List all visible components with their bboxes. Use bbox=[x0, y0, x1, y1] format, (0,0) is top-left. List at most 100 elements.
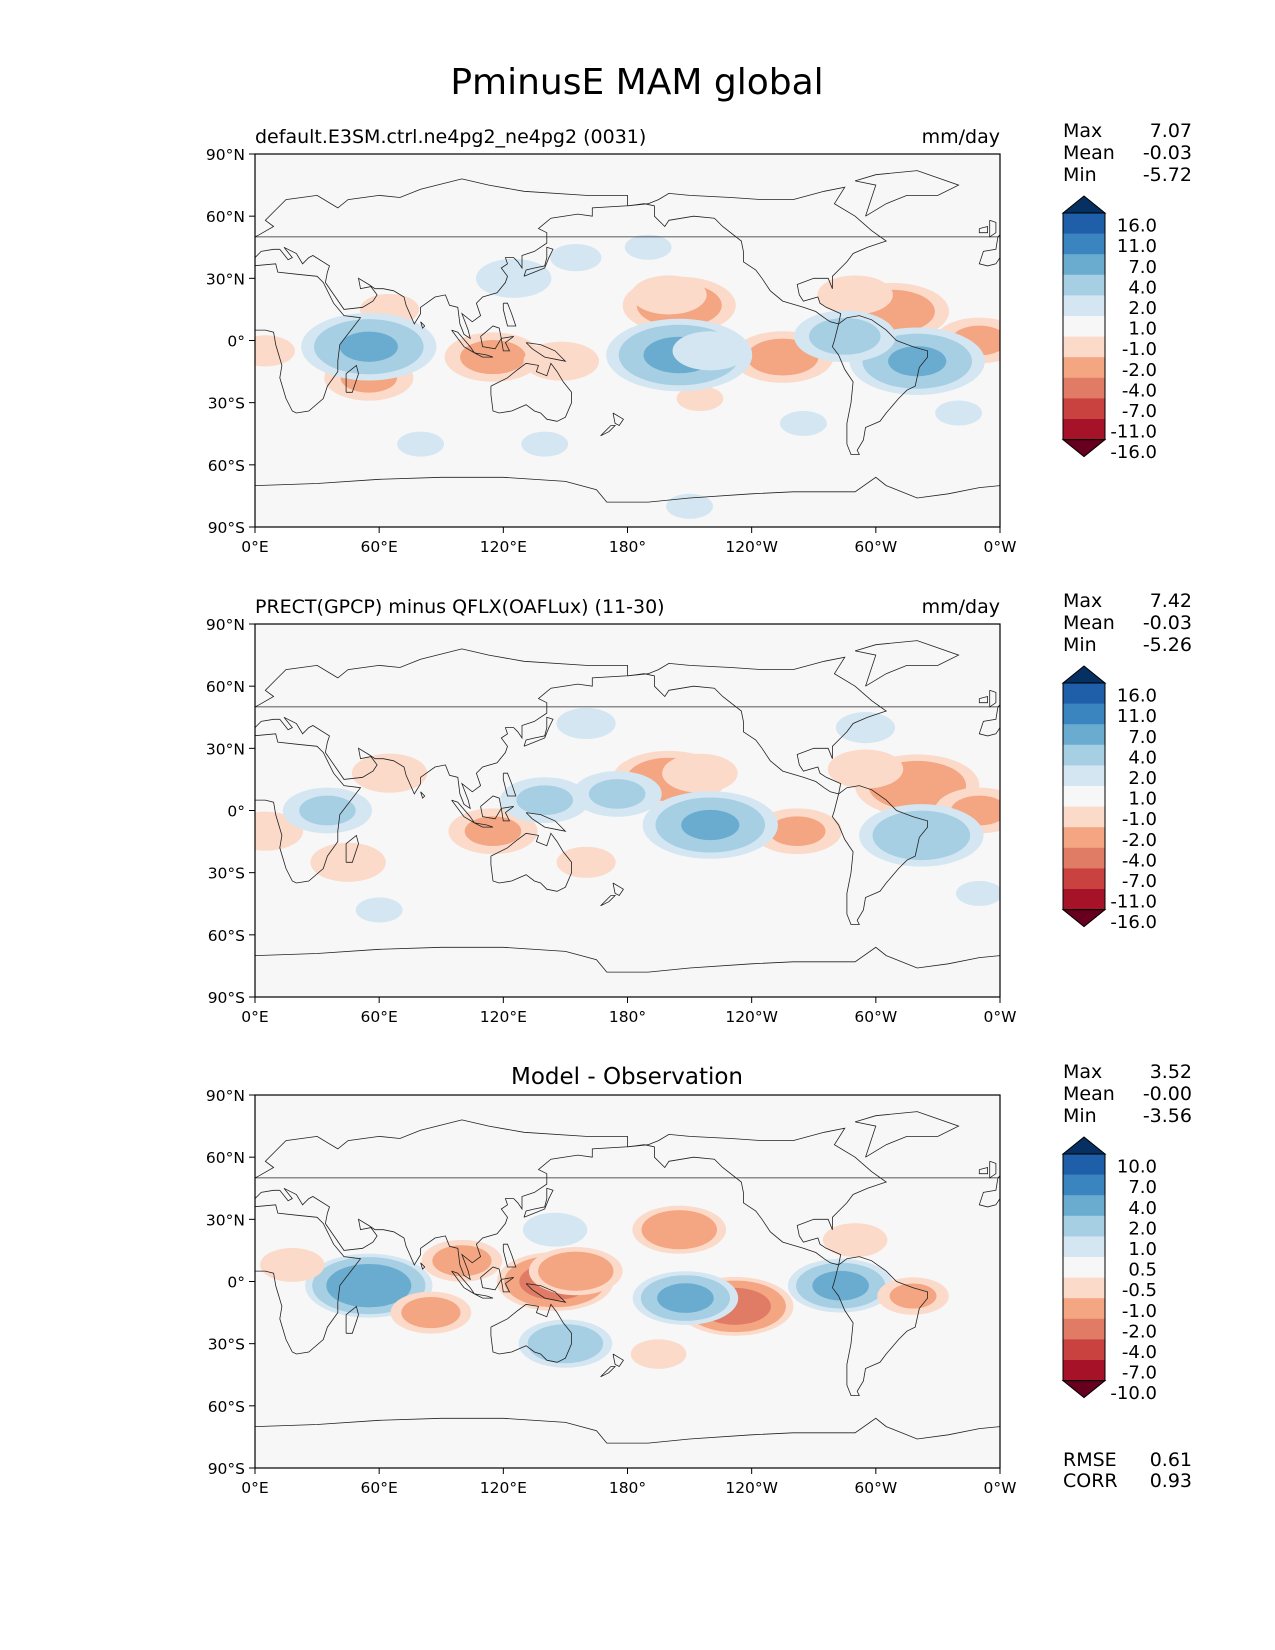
coastline bbox=[831, 785, 928, 925]
colorbar-cell bbox=[1063, 213, 1105, 235]
colorbar-tick-label: -4.0 bbox=[1122, 1342, 1157, 1363]
colorbar-tick-label: -16.0 bbox=[1110, 442, 1157, 463]
colorbar: 16.011.07.04.02.01.0-1.0-2.0-4.0-7.0-11.… bbox=[1061, 195, 1157, 463]
coastline bbox=[490, 362, 572, 422]
contour-negative bbox=[631, 275, 707, 315]
coastline bbox=[612, 882, 624, 897]
coastline bbox=[500, 1277, 514, 1293]
coastline bbox=[600, 1366, 617, 1378]
colorbar-cell bbox=[1063, 1195, 1105, 1217]
colorbar-cell bbox=[1063, 786, 1105, 808]
coastline bbox=[978, 225, 988, 234]
lon-tick-label: 60°W bbox=[854, 538, 897, 556]
contour-negative bbox=[432, 1245, 492, 1277]
colorbar-tick-label: -10.0 bbox=[1110, 1383, 1157, 1404]
coastline bbox=[500, 336, 514, 352]
lat-tick-label: 30°S bbox=[208, 395, 245, 413]
coastline bbox=[831, 315, 928, 455]
colorbar-tick-label: -4.0 bbox=[1122, 850, 1157, 871]
contour-positive bbox=[516, 785, 573, 815]
lon-tick-label: 120°E bbox=[480, 1008, 527, 1026]
colorbar-cell bbox=[1063, 889, 1105, 911]
colorbar-tick-label: -11.0 bbox=[1110, 422, 1157, 443]
colorbar-cell bbox=[1063, 1360, 1105, 1382]
colorbar-extend-min bbox=[1061, 909, 1107, 928]
map-plot: 90°N 60°N 30°N 0° 30°S 60°S 90°S0°E 60°E 120°E 18… bbox=[206, 616, 1017, 1026]
stat-value: 7.42 bbox=[1150, 590, 1192, 612]
colorbar-tick-label: -16.0 bbox=[1110, 912, 1157, 933]
lon-tick-label: 0°W bbox=[984, 1008, 1017, 1026]
lon-tick-label: 60°W bbox=[854, 1008, 897, 1026]
lat-tick-label: 60°N bbox=[206, 1149, 245, 1167]
colorbar-tick-label: -1.0 bbox=[1122, 339, 1157, 360]
lon-tick-label: 120°E bbox=[480, 1479, 527, 1497]
coastline bbox=[255, 1119, 1000, 1281]
contour-negative bbox=[538, 1251, 614, 1291]
contour-positive bbox=[888, 346, 947, 377]
lat-tick-label: 90°S bbox=[208, 519, 245, 537]
lat-tick-label: 30°N bbox=[206, 270, 245, 288]
coastline bbox=[420, 321, 426, 329]
colorbar-cell bbox=[1063, 295, 1105, 317]
contour-positive bbox=[550, 243, 602, 272]
coastline bbox=[989, 219, 997, 238]
lat-tick-label: 30°S bbox=[208, 1336, 245, 1354]
coastline bbox=[420, 791, 426, 799]
colorbar-tick-label: 11.0 bbox=[1117, 236, 1157, 257]
colorbar-tick-label: 1.0 bbox=[1128, 789, 1157, 810]
stat-value: -5.26 bbox=[1143, 634, 1192, 656]
lat-tick-label: 90°S bbox=[208, 989, 245, 1007]
lat-tick-label: 90°N bbox=[206, 616, 245, 634]
colorbar-cell bbox=[1063, 827, 1105, 849]
lon-tick-label: 60°W bbox=[854, 1479, 897, 1497]
stat-label: Max bbox=[1063, 590, 1102, 612]
lon-tick-label: 60°E bbox=[361, 1479, 398, 1497]
colorbar-tick-label: 16.0 bbox=[1117, 216, 1157, 237]
lat-tick-label: 90°S bbox=[208, 1460, 245, 1478]
contour-positive bbox=[672, 331, 749, 371]
contour-positive bbox=[835, 712, 896, 744]
contour-positive bbox=[299, 795, 356, 826]
colorbar-cell bbox=[1063, 1154, 1105, 1176]
coastline bbox=[502, 302, 517, 327]
coastline bbox=[978, 695, 988, 704]
metric-label: RMSE bbox=[1063, 1449, 1117, 1471]
contour-field bbox=[255, 234, 1000, 519]
coastline bbox=[474, 1293, 494, 1299]
coastline bbox=[627, 1127, 888, 1266]
contour-positive bbox=[522, 1212, 588, 1247]
lon-tick-label: 180° bbox=[609, 1479, 646, 1497]
coastline bbox=[978, 1175, 1000, 1208]
lon-tick-label: 60°E bbox=[361, 1008, 398, 1026]
coastline bbox=[523, 716, 554, 747]
coastline bbox=[255, 476, 1000, 503]
coastline bbox=[525, 812, 567, 832]
colorbar-tick-label: 16.0 bbox=[1117, 686, 1157, 707]
metric-value: 0.93 bbox=[1150, 1470, 1192, 1492]
metric-label: CORR bbox=[1063, 1470, 1118, 1492]
colorbar-cell bbox=[1063, 847, 1105, 869]
stat-value: 7.07 bbox=[1150, 120, 1192, 142]
contour-positive bbox=[657, 1283, 714, 1313]
colorbar-cell bbox=[1063, 683, 1105, 705]
coastline bbox=[502, 772, 517, 797]
stat-value: 3.52 bbox=[1150, 1061, 1192, 1083]
lat-tick-label: 0° bbox=[227, 803, 245, 821]
contour-negative bbox=[676, 385, 724, 412]
coastline bbox=[480, 325, 502, 350]
map-plot: 90°N 60°N 30°N 0° 30°S 60°S 90°S0°E 60°E 120°E 18… bbox=[206, 146, 1017, 556]
colorbar-tick-label: 7.0 bbox=[1128, 257, 1157, 278]
colorbar-tick-label: 2.0 bbox=[1128, 768, 1157, 789]
contour-positive bbox=[556, 707, 616, 740]
colorbar-cell bbox=[1063, 357, 1105, 379]
coastline bbox=[451, 329, 475, 354]
colorbar-cell bbox=[1063, 1257, 1105, 1279]
stats-block: Max 7.42 Mean -0.03 Min -5.26 bbox=[1063, 590, 1192, 656]
lat-tick-label: 60°S bbox=[208, 1398, 245, 1416]
colorbar: 10.07.04.02.01.00.5-0.5-1.0-2.0-4.0-7.0-… bbox=[1061, 1136, 1157, 1404]
coastline bbox=[255, 946, 1000, 973]
colorbar: 16.011.07.04.02.01.0-1.0-2.0-4.0-7.0-11.… bbox=[1061, 665, 1157, 933]
coastlines bbox=[255, 1111, 1000, 1444]
stat-value: -5.72 bbox=[1143, 164, 1192, 186]
map-plot: 90°N 60°N 30°N 0° 30°S 60°S 90°S0°E 60°E 120°E 18… bbox=[206, 1087, 1017, 1497]
